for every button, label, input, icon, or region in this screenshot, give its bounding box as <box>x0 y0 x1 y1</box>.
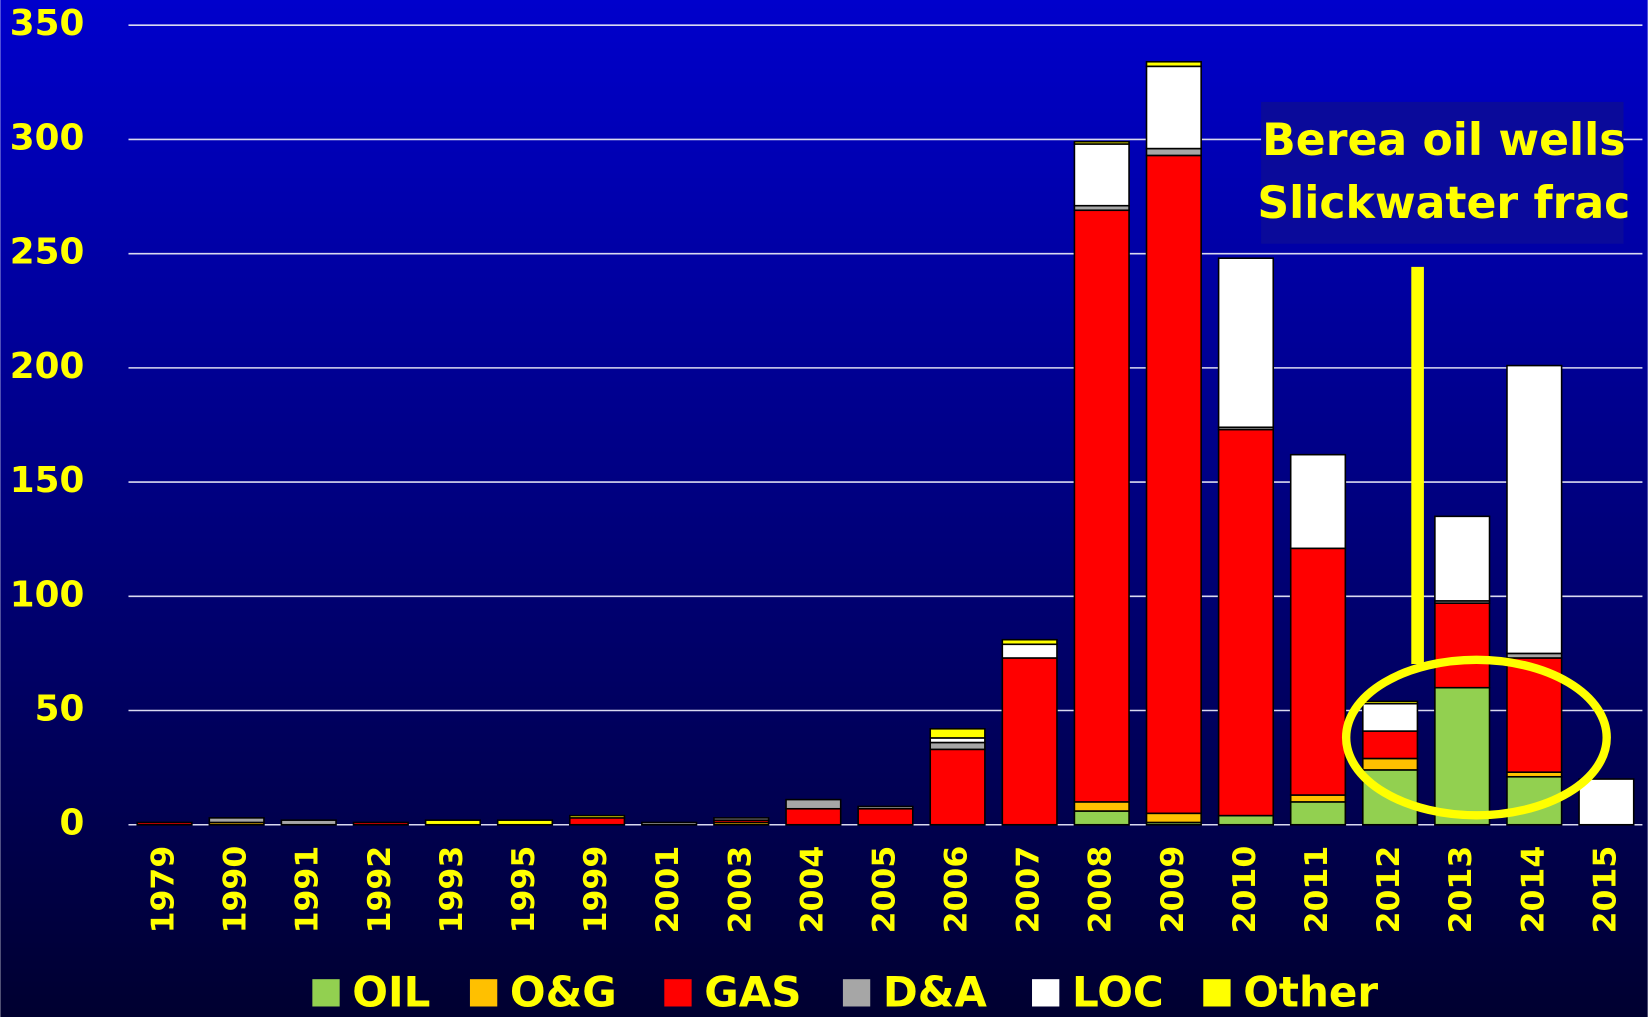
bar-segment <box>136 821 193 826</box>
bar-segment <box>785 807 842 826</box>
annotation-ellipse <box>1341 655 1611 820</box>
bar-segment <box>1362 757 1419 771</box>
annotation-text: Berea oil wells <box>1262 115 1625 166</box>
bar-segment <box>1289 547 1347 796</box>
bar-segment <box>208 817 265 824</box>
x-tick-label: 2011 <box>1299 846 1335 934</box>
legend-swatch <box>469 979 498 1007</box>
bar-segment <box>280 819 337 826</box>
bar-segment <box>1073 810 1130 826</box>
y-tick-label: 0 <box>60 803 85 844</box>
x-tick-label: 1993 <box>434 846 470 934</box>
bar-segment <box>1001 657 1058 826</box>
bar-segment <box>1001 643 1058 659</box>
legend-swatch <box>664 979 692 1007</box>
x-tick-label: 2008 <box>1083 846 1119 934</box>
bar-segment <box>1578 778 1635 826</box>
bar-segment <box>785 798 842 810</box>
legend-swatch <box>1203 979 1231 1007</box>
x-tick-label: 2001 <box>650 846 686 934</box>
x-tick-label: 1992 <box>362 846 398 934</box>
bar-segment <box>352 821 409 826</box>
bar-segment <box>1145 147 1202 157</box>
y-tick-label: 50 <box>35 689 85 730</box>
legend-swatch <box>842 979 871 1007</box>
legend-label: GAS <box>704 967 801 1016</box>
y-tick-label: 350 <box>10 3 85 44</box>
x-tick-label: 1990 <box>218 846 254 934</box>
x-tick-label: 1995 <box>506 846 542 934</box>
bar-segment <box>1073 209 1130 803</box>
bar-segment <box>1434 602 1491 689</box>
bar-segment <box>1217 814 1275 826</box>
bar-segment <box>857 805 914 810</box>
bar-segment <box>1289 801 1347 826</box>
annotation-text: Slickwater frac <box>1257 178 1630 229</box>
legend-label: O&G <box>510 967 617 1016</box>
bar-segment <box>1145 154 1202 815</box>
x-tick-label: 2004 <box>794 846 830 934</box>
annotation-box <box>1261 101 1624 244</box>
bar-segment <box>929 741 986 751</box>
y-tick-label: 150 <box>10 460 85 501</box>
legend-label: LOC <box>1072 967 1164 1016</box>
bar-segment <box>713 817 770 821</box>
x-tick-label: 1999 <box>578 846 614 934</box>
bar-segment <box>568 814 626 819</box>
bar-segment <box>1217 428 1275 817</box>
x-tick-label: 2009 <box>1155 846 1191 934</box>
bar-segment <box>1506 364 1563 655</box>
bar-segment <box>1362 702 1419 732</box>
x-tick-label: 2012 <box>1371 846 1407 934</box>
bar-segment <box>1434 686 1491 826</box>
bar-segment <box>1145 812 1202 824</box>
bar-segment <box>1001 638 1058 646</box>
bar-segment <box>1073 143 1130 207</box>
bar-segment <box>1434 515 1491 602</box>
bar-segment <box>1362 700 1419 705</box>
bar-segment <box>929 728 986 739</box>
legend-swatch <box>1032 979 1060 1007</box>
bar-segment <box>1073 801 1130 812</box>
bar-segment <box>1217 257 1275 429</box>
bar-segment <box>1362 730 1419 760</box>
bar-segment <box>1073 140 1130 145</box>
y-tick-label: 200 <box>10 346 85 387</box>
x-tick-label: 2005 <box>866 846 902 934</box>
x-tick-label: 2013 <box>1443 846 1479 934</box>
legend-label: D&A <box>883 967 988 1016</box>
bar-segment <box>1145 65 1202 150</box>
x-tick-label: 2007 <box>1011 846 1047 934</box>
bar-segment <box>1289 453 1347 550</box>
y-tick-label: 100 <box>10 574 85 615</box>
legend-swatch <box>312 979 340 1007</box>
bar-segment <box>929 748 986 826</box>
x-tick-label: 2014 <box>1515 846 1551 934</box>
legend-label: Other <box>1243 967 1378 1016</box>
bar-segment <box>1289 794 1347 803</box>
bar-segment <box>496 819 554 826</box>
bar-segment <box>857 807 914 826</box>
x-tick-label: 1991 <box>290 846 326 934</box>
x-tick-label: 2006 <box>939 846 975 934</box>
legend-label: OIL <box>352 967 430 1016</box>
bar-segment <box>1145 60 1202 68</box>
y-tick-label: 250 <box>10 232 85 273</box>
bar-segment <box>568 817 626 826</box>
x-tick-label: 2003 <box>722 846 758 934</box>
x-tick-label: 1979 <box>146 846 182 934</box>
x-tick-label: 2010 <box>1227 846 1263 934</box>
bar-segment <box>641 821 698 826</box>
y-tick-label: 300 <box>10 117 85 158</box>
x-tick-label: 2015 <box>1587 846 1623 934</box>
bar-segment <box>424 819 482 826</box>
